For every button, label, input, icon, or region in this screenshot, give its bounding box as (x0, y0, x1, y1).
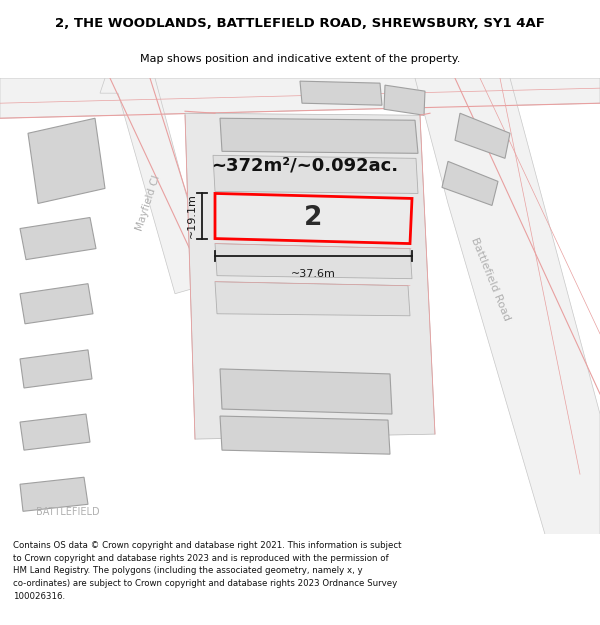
Polygon shape (220, 118, 418, 153)
Text: ~19.1m: ~19.1m (187, 194, 197, 239)
Text: Mayfield Cl: Mayfield Cl (134, 174, 161, 232)
Polygon shape (215, 244, 412, 279)
Polygon shape (215, 194, 412, 244)
Polygon shape (28, 118, 105, 204)
Polygon shape (100, 78, 210, 294)
Text: 2: 2 (304, 204, 322, 231)
Polygon shape (20, 478, 88, 511)
Polygon shape (20, 414, 90, 450)
Text: ~37.6m: ~37.6m (291, 269, 336, 279)
Text: 2, THE WOODLANDS, BATTLEFIELD ROAD, SHREWSBURY, SY1 4AF: 2, THE WOODLANDS, BATTLEFIELD ROAD, SHRE… (55, 17, 545, 30)
Polygon shape (20, 217, 96, 259)
Polygon shape (442, 161, 498, 206)
Text: Battlefield Road: Battlefield Road (469, 236, 511, 322)
Polygon shape (384, 85, 425, 115)
Polygon shape (185, 113, 435, 439)
Polygon shape (20, 284, 93, 324)
Polygon shape (220, 416, 390, 454)
Polygon shape (455, 113, 510, 158)
Text: BATTLEFIELD: BATTLEFIELD (36, 508, 100, 518)
Polygon shape (415, 78, 600, 534)
Polygon shape (213, 156, 418, 194)
Polygon shape (215, 282, 410, 316)
Text: ~372m²/~0.092ac.: ~372m²/~0.092ac. (211, 156, 398, 174)
Text: Contains OS data © Crown copyright and database right 2021. This information is : Contains OS data © Crown copyright and d… (13, 541, 402, 601)
Polygon shape (20, 350, 92, 388)
Polygon shape (220, 369, 392, 414)
Polygon shape (300, 81, 382, 105)
Polygon shape (0, 78, 600, 118)
Text: Map shows position and indicative extent of the property.: Map shows position and indicative extent… (140, 54, 460, 64)
